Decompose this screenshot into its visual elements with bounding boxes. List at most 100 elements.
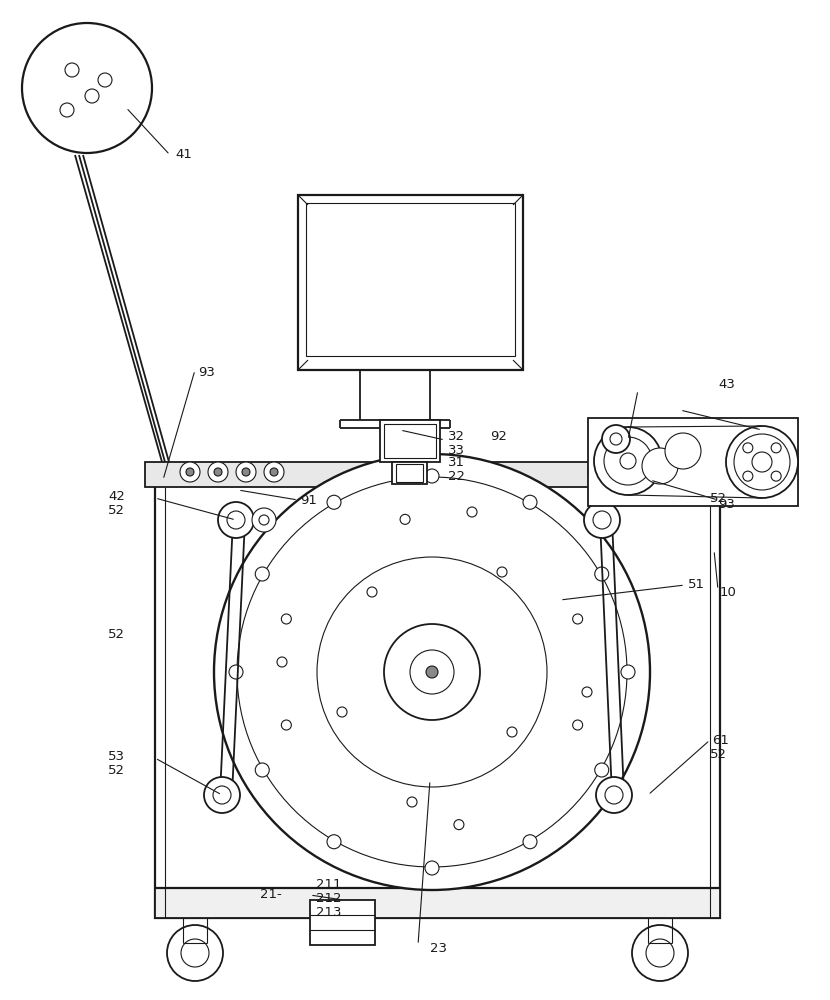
Circle shape [85,89,99,103]
Circle shape [523,495,537,509]
Circle shape [367,587,377,597]
Text: 43: 43 [718,378,735,391]
Text: 32: 32 [448,430,465,444]
Circle shape [595,763,608,777]
Circle shape [604,437,652,485]
Circle shape [646,939,674,967]
Bar [392,462,427,484]
Circle shape [229,665,243,679]
Circle shape [588,462,608,482]
Circle shape [743,471,753,481]
Circle shape [281,720,291,730]
Text: 10: 10 [720,585,737,598]
Text: 42: 42 [108,489,124,502]
Circle shape [227,511,245,529]
Text: 52: 52 [710,748,727,762]
Circle shape [407,797,417,807]
Circle shape [259,515,269,525]
Circle shape [593,511,611,529]
Circle shape [622,468,630,476]
Bar [145,462,730,487]
Text: 22: 22 [448,470,465,483]
Text: 41: 41 [175,148,192,161]
Circle shape [242,468,250,476]
Circle shape [602,425,630,453]
Circle shape [181,939,209,967]
Circle shape [252,508,276,532]
Bar [380,420,440,462]
Circle shape [256,567,269,581]
Circle shape [204,777,240,813]
Text: 52: 52 [108,629,125,642]
Text: 61: 61 [712,734,729,746]
Circle shape [384,624,480,720]
Circle shape [208,462,228,482]
Text: 33: 33 [448,444,465,456]
Text: 52: 52 [108,504,125,516]
Circle shape [582,687,592,697]
Text: 92: 92 [490,430,507,444]
Circle shape [337,707,347,717]
Circle shape [621,665,635,679]
Bar [396,464,423,482]
Circle shape [60,103,74,117]
Circle shape [595,567,608,581]
Circle shape [317,557,547,787]
Text: 53: 53 [108,750,125,762]
Text: 21-: 21- [260,888,281,902]
Circle shape [507,727,517,737]
Text: 52: 52 [710,491,727,504]
Circle shape [277,657,287,667]
Circle shape [425,469,439,483]
Circle shape [771,443,781,453]
Bar [310,900,375,945]
Circle shape [573,720,583,730]
Circle shape [497,567,507,577]
Circle shape [605,786,623,804]
Circle shape [281,614,291,624]
Circle shape [218,502,254,538]
Circle shape [410,650,454,694]
Circle shape [467,507,477,517]
Circle shape [213,786,231,804]
Circle shape [642,448,678,484]
Circle shape [180,462,200,482]
Text: 52: 52 [108,764,125,776]
Circle shape [726,426,798,498]
Circle shape [743,443,753,453]
Circle shape [256,763,269,777]
Circle shape [594,427,662,495]
Circle shape [186,468,194,476]
Text: 212: 212 [316,892,341,904]
Circle shape [426,666,438,678]
Text: 93: 93 [718,498,735,512]
Circle shape [425,861,439,875]
Circle shape [596,777,632,813]
Circle shape [327,495,341,509]
Text: 213: 213 [316,906,341,918]
Bar [155,888,720,918]
Circle shape [584,502,620,538]
Circle shape [734,434,790,490]
Bar [306,203,515,356]
Circle shape [400,514,410,524]
Circle shape [214,454,650,890]
Circle shape [264,462,284,482]
Text: 91: 91 [300,493,317,506]
Text: 211: 211 [316,879,341,892]
Circle shape [167,925,223,981]
Circle shape [632,925,688,981]
Circle shape [98,73,112,87]
Bar [298,195,523,370]
Circle shape [620,453,636,469]
Bar [588,418,798,506]
Circle shape [752,452,772,472]
Circle shape [237,477,627,867]
Circle shape [771,471,781,481]
Text: 31: 31 [448,456,465,470]
Circle shape [327,835,341,849]
Circle shape [523,835,537,849]
Circle shape [610,433,622,445]
Circle shape [573,614,583,624]
Bar [384,424,436,458]
